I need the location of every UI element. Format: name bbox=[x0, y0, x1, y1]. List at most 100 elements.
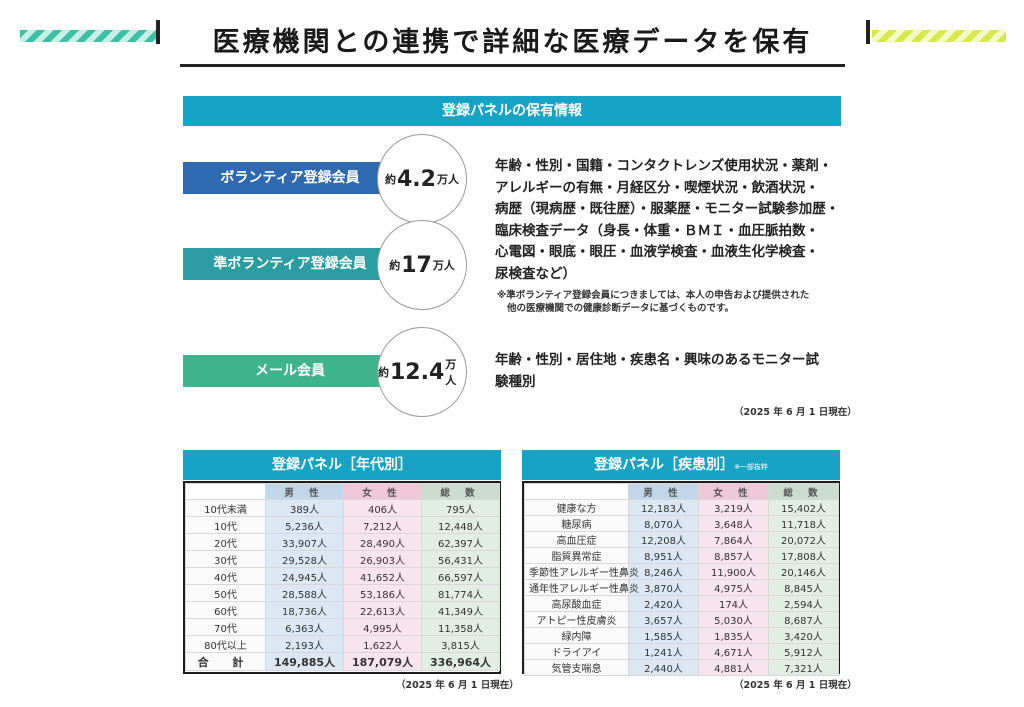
value-cell: 5,912人 bbox=[768, 643, 839, 661]
row-label-cell: 20代 bbox=[185, 533, 266, 552]
title-bracket-right bbox=[866, 20, 870, 44]
row-label-cell: 糖尿病 bbox=[524, 515, 629, 533]
value-cell: 406人 bbox=[343, 499, 422, 518]
value-cell: 18,736人 bbox=[265, 601, 344, 620]
table-row: 緑内障 1,585人 1,835人 3,420人 bbox=[524, 627, 839, 645]
table-header-row: 男 性 女 性 総 数 bbox=[185, 482, 500, 501]
title-bracket-left bbox=[156, 20, 160, 44]
disease-table-title: 登録パネル［疾患別］※一部抜粋 bbox=[522, 450, 840, 480]
value-cell: 2,193人 bbox=[265, 635, 344, 654]
value-cell: 2,594人 bbox=[768, 595, 839, 613]
info-line: 年齢・性別・国籍・コンタクトレンズ使用状況・薬剤・ bbox=[495, 158, 833, 174]
value-cell: 56,431人 bbox=[421, 550, 500, 569]
value-cell: 389人 bbox=[265, 499, 344, 518]
value-cell: 62,397人 bbox=[421, 533, 500, 552]
table-row: 健康な方 12,183人 3,219人 15,402人 bbox=[524, 499, 839, 517]
table-row: 50代 28,588人 53,186人 81,774人 bbox=[185, 584, 500, 603]
value-cell: 1,241人 bbox=[628, 643, 699, 661]
note-line: 他の医療機関での健康診断データに基づくものです。 bbox=[507, 303, 735, 314]
disease-table-date: （2025 年 6 月 1 日現在） bbox=[734, 680, 857, 691]
decorative-stripe-left bbox=[20, 30, 156, 42]
note-line: ※準ボランティア登録会員につきましては、本人の申告および提供された bbox=[497, 290, 810, 301]
row-label-cell: 高尿酸血症 bbox=[524, 595, 629, 613]
table-row: 脂質異常症 8,951人 8,857人 17,808人 bbox=[524, 547, 839, 565]
row-label-cell: 季節性アレルギー性鼻炎 bbox=[524, 563, 639, 581]
semi-volunteer-note: ※準ボランティア登録会員につきましては、本人の申告および提供された 他の医療機関… bbox=[497, 289, 847, 315]
value-cell: 8,687人 bbox=[768, 611, 839, 629]
count-unit: 万人 bbox=[432, 259, 455, 272]
page-title: 医療機関との連携で詳細な医療データを保有 bbox=[212, 27, 813, 58]
value-cell: 3,815人 bbox=[421, 635, 500, 654]
info-line: 心電図・眼底・眼圧・血液学検査・血液生化学検査・ bbox=[495, 244, 819, 260]
table-row: 通年性アレルギー性鼻炎 3,870人 4,975人 8,845人 bbox=[524, 579, 839, 597]
panel-info-title: 登録パネルの保有情報 bbox=[183, 96, 841, 126]
value-cell: 4,671人 bbox=[698, 643, 769, 661]
volunteer-info-text: 年齢・性別・国籍・コンタクトレンズ使用状況・薬剤・ アレルギーの有無・月経区分・… bbox=[495, 156, 845, 285]
table-row: 気管支喘息 2,440人 4,881人 7,321人 bbox=[524, 659, 839, 677]
row-label-cell: 10代未満 bbox=[185, 499, 266, 518]
value-cell: 1,585人 bbox=[628, 627, 699, 645]
table-row: 30代 29,528人 26,903人 56,431人 bbox=[185, 550, 500, 569]
value-cell: 12,208人 bbox=[628, 531, 699, 549]
count-prefix: 約 bbox=[389, 259, 401, 272]
column-header-male: 男 性 bbox=[628, 482, 699, 501]
value-cell: 3,420人 bbox=[768, 627, 839, 645]
column-header-female: 女 性 bbox=[698, 482, 769, 501]
row-label-cell: 30代 bbox=[185, 550, 266, 569]
column-header-total: 総 数 bbox=[768, 482, 839, 501]
row-label-cell: ドライアイ bbox=[524, 643, 629, 661]
row-label-cell: アトピー性皮膚炎 bbox=[524, 611, 629, 629]
value-cell: 8,845人 bbox=[768, 579, 839, 597]
value-cell: 41,349人 bbox=[421, 601, 500, 620]
row-label-cell: 高血圧症 bbox=[524, 531, 629, 549]
value-cell: 7,321人 bbox=[768, 659, 839, 677]
value-cell: 2,420人 bbox=[628, 595, 699, 613]
value-cell: 795人 bbox=[421, 499, 500, 518]
column-header-male: 男 性 bbox=[265, 482, 344, 501]
value-cell: 4,881人 bbox=[698, 659, 769, 677]
age-table: 男 性 女 性 総 数 10代未満 389人 406人 795人 10代 5,236人 7,… bbox=[185, 482, 500, 672]
row-label-cell: 緑内障 bbox=[524, 627, 629, 645]
value-cell: 5,030人 bbox=[698, 611, 769, 629]
value-cell: 11,358人 bbox=[421, 618, 500, 637]
column-header-empty bbox=[524, 482, 629, 501]
count-prefix: 約 bbox=[385, 173, 396, 186]
table-row: アトピー性皮膚炎 3,657人 5,030人 8,687人 bbox=[524, 611, 839, 629]
column-header-empty bbox=[185, 482, 266, 501]
info-line: 年齢・性別・居住地・疾患名・興味のあるモニター試 bbox=[495, 352, 819, 368]
table-row: 高血圧症 12,208人 7,864人 20,072人 bbox=[524, 531, 839, 549]
table-row: 糖尿病 8,070人 3,648人 11,718人 bbox=[524, 515, 839, 533]
value-cell: 66,597人 bbox=[421, 567, 500, 586]
title-underline bbox=[180, 64, 845, 67]
row-label-cell: 50代 bbox=[185, 584, 266, 603]
table-row: 80代以上 2,193人 1,622人 3,815人 bbox=[185, 635, 500, 654]
decorative-stripe-right bbox=[872, 30, 1006, 42]
value-cell: 81,774人 bbox=[421, 584, 500, 603]
total-row: 合 計 149,885人 187,079人 336,964人 bbox=[185, 652, 500, 672]
value-cell: 41,652人 bbox=[343, 567, 422, 586]
value-cell: 12,183人 bbox=[628, 499, 699, 517]
value-cell: 20,146人 bbox=[768, 563, 839, 581]
info-line: 験種別 bbox=[495, 373, 536, 390]
value-cell: 28,588人 bbox=[265, 584, 344, 603]
table-row: 季節性アレルギー性鼻炎 8,246人 11,900人 20,146人 bbox=[524, 563, 839, 581]
value-cell: 7,864人 bbox=[698, 531, 769, 549]
value-cell: 28,490人 bbox=[343, 533, 422, 552]
value-cell: 26,903人 bbox=[343, 550, 422, 569]
table-row: 60代 18,736人 22,613人 41,349人 bbox=[185, 601, 500, 620]
value-cell: 8,246人 bbox=[628, 563, 699, 581]
total-value-cell: 187,079人 bbox=[343, 652, 422, 672]
value-cell: 3,657人 bbox=[628, 611, 699, 629]
disease-table-title-note: ※一部抜粋 bbox=[734, 463, 768, 471]
value-cell: 11,900人 bbox=[698, 563, 769, 581]
value-cell: 4,975人 bbox=[698, 579, 769, 597]
row-label-cell: 70代 bbox=[185, 618, 266, 637]
value-cell: 24,945人 bbox=[265, 567, 344, 586]
value-cell: 3,219人 bbox=[698, 499, 769, 517]
semi-volunteer-count-circle: 約 17 万人 bbox=[377, 220, 467, 310]
mail-member-label: メール会員 bbox=[183, 355, 397, 387]
table-row: 40代 24,945人 41,652人 66,597人 bbox=[185, 567, 500, 586]
value-cell: 33,907人 bbox=[265, 533, 344, 552]
value-cell: 29,528人 bbox=[265, 550, 344, 569]
info-line: アレルギーの有無・月経区分・喫煙状況・飲酒状況・ bbox=[495, 179, 819, 196]
